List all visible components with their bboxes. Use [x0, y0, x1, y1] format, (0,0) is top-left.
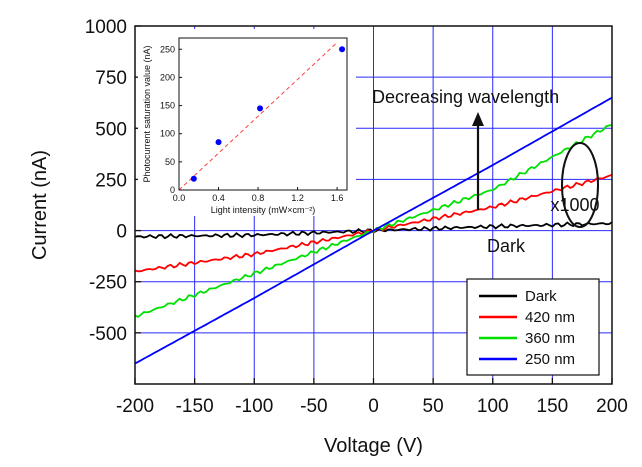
y-tick-label: 250	[95, 170, 127, 191]
y-tick-label: 1000	[85, 17, 127, 38]
y-tick-label: 500	[95, 119, 127, 140]
inset-fit-line	[178, 42, 338, 191]
x-tick-label: -200	[116, 396, 154, 417]
inset-point	[190, 175, 197, 182]
legend-label: 250 nm	[525, 351, 575, 368]
y-tick-label: 750	[95, 68, 127, 89]
inset-y-tick-label: 150	[160, 101, 175, 111]
y-axis-label: Current (nA)	[29, 150, 51, 260]
ellipse-marker-icon	[561, 142, 599, 228]
legend-label: Dark	[525, 288, 557, 305]
x-axis-label: Voltage (V)	[324, 435, 423, 457]
y-tick-label: -500	[89, 324, 127, 345]
inset-y-tick-label: 100	[160, 129, 175, 139]
y-tick-label: -250	[89, 273, 127, 294]
annotation-decreasing-wavelength: Decreasing wavelength	[372, 87, 559, 107]
y-tick-label: 0	[116, 222, 127, 243]
inset-y-axis-label: Photocurrent saturation value (nA)	[142, 45, 152, 182]
inset-x-tick-label: 0.4	[212, 193, 225, 203]
legend: Dark 420 nm 360 nm 250 nm	[466, 278, 600, 376]
inset-y-tick-label: 200	[160, 72, 175, 82]
inset-x-tick-label: 0.0	[173, 193, 186, 203]
arrow-head	[472, 112, 484, 126]
inset-x-axis-label: Light intensity (mW×cm⁻²)	[211, 205, 316, 215]
inset-point	[257, 105, 264, 112]
inset-y-tick-label: 250	[160, 44, 175, 54]
series-line-360-nm	[134, 124, 613, 318]
annotation-dark: Dark	[487, 236, 526, 256]
inset-x-tick-label: 1.6	[331, 193, 344, 203]
inset-x-tick-label: 1.2	[291, 193, 304, 203]
x-tick-label: 150	[537, 396, 569, 417]
inset-point	[339, 46, 346, 53]
x-tick-label: 100	[477, 396, 509, 417]
inset-ticks: 0.0 0.4 0.8 1.2 1.6 0 50 100 150 200 250	[160, 44, 343, 203]
inset-x-tick-label: 0.8	[252, 193, 265, 203]
inset-chart: 0.0 0.4 0.8 1.2 1.6 0 50 100 150 200 250 Light int…	[138, 29, 356, 216]
inset-points	[190, 46, 346, 182]
x-tick-label: 0	[368, 396, 379, 417]
x-tick-label: -50	[300, 396, 327, 417]
ellipse-outline	[561, 142, 599, 228]
inset-background	[138, 29, 356, 216]
annotation-x1000: x1000	[550, 195, 599, 215]
inset-y-tick-label: 0	[170, 185, 175, 195]
x-tick-label: 50	[423, 396, 444, 417]
axis-ticks	[134, 25, 613, 384]
axis-tick-labels: -200 -150 -100 -50 0 50 100 150 2001000750500250…	[85, 17, 628, 417]
inset-fit-segment	[178, 42, 338, 191]
series-line-250-nm	[134, 96, 613, 365]
inset-point	[215, 139, 222, 146]
wavelength-arrow-icon	[472, 112, 484, 210]
x-tick-label: 200	[596, 396, 628, 417]
legend-label: 420 nm	[525, 309, 575, 326]
x-tick-label: -150	[176, 396, 214, 417]
series-lines	[134, 96, 613, 365]
inset-frame	[178, 37, 348, 191]
inset-y-tick-label: 50	[165, 157, 175, 167]
legend-label: 360 nm	[525, 330, 575, 347]
x-tick-label: -100	[235, 396, 273, 417]
